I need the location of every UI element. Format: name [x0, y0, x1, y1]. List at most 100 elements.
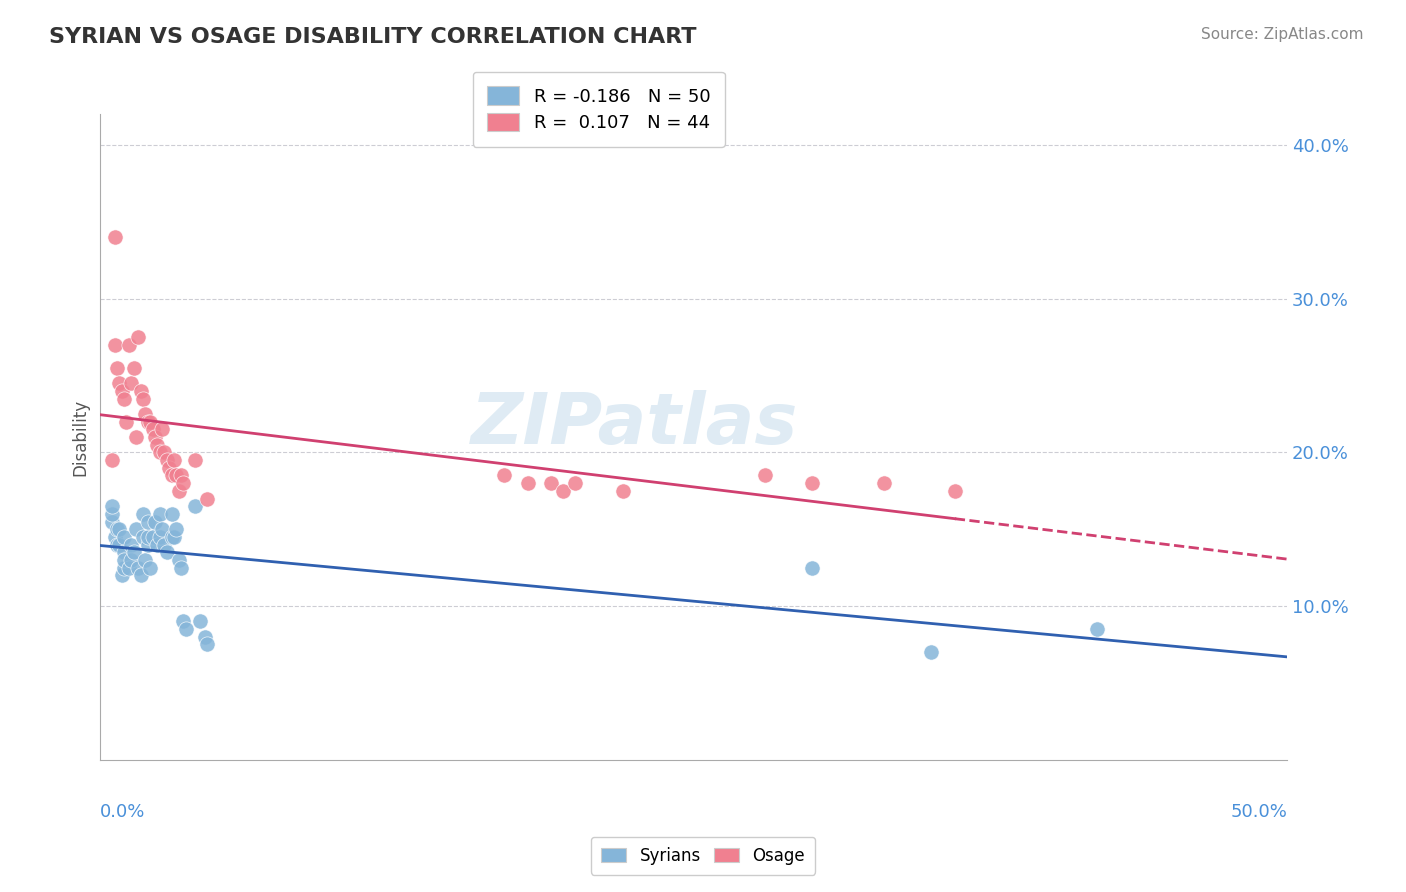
Point: [127, 560, 149, 574]
Point: [492, 468, 515, 483]
Point: [139, 560, 162, 574]
Point: [146, 438, 169, 452]
Point: [129, 568, 152, 582]
Point: [801, 560, 824, 574]
Point: [101, 453, 124, 467]
Point: [149, 507, 172, 521]
Point: [156, 545, 179, 559]
Point: [136, 515, 159, 529]
Point: [136, 538, 159, 552]
Point: [170, 560, 193, 574]
Point: [153, 445, 176, 459]
Point: [167, 553, 190, 567]
Point: [112, 545, 135, 559]
Point: [612, 483, 634, 498]
Point: [157, 460, 180, 475]
Point: [132, 507, 155, 521]
Point: [564, 476, 586, 491]
Point: [801, 476, 824, 491]
Point: [139, 415, 162, 429]
Point: [136, 530, 159, 544]
Point: [104, 230, 127, 244]
Point: [108, 376, 131, 391]
Point: [194, 630, 217, 644]
Point: [149, 445, 172, 459]
Point: [112, 560, 135, 574]
Point: [122, 545, 145, 559]
Point: [754, 468, 776, 483]
Legend: R = -0.186   N = 50, R =  0.107   N = 44: R = -0.186 N = 50, R = 0.107 N = 44: [472, 72, 725, 146]
Text: 0.0%: 0.0%: [100, 803, 146, 821]
Point: [160, 530, 183, 544]
Point: [184, 499, 207, 513]
Point: [165, 522, 187, 536]
Point: [112, 530, 135, 544]
Point: [195, 637, 218, 651]
Point: [101, 499, 124, 513]
Point: [125, 522, 148, 536]
Point: [105, 522, 128, 536]
Text: SYRIAN VS OSAGE DISABILITY CORRELATION CHART: SYRIAN VS OSAGE DISABILITY CORRELATION C…: [49, 27, 697, 46]
Point: [104, 530, 127, 544]
Point: [125, 430, 148, 444]
Point: [163, 453, 186, 467]
Point: [112, 553, 135, 567]
Point: [111, 568, 134, 582]
Point: [540, 476, 562, 491]
Y-axis label: Disability: Disability: [72, 399, 89, 475]
Point: [553, 483, 575, 498]
Point: [165, 468, 187, 483]
Point: [146, 538, 169, 552]
Point: [105, 360, 128, 375]
Point: [120, 376, 142, 391]
Point: [108, 522, 131, 536]
Point: [118, 338, 141, 352]
Point: [153, 538, 176, 552]
Point: [120, 553, 142, 567]
Point: [134, 407, 156, 421]
Point: [195, 491, 218, 506]
Point: [1085, 622, 1108, 636]
Point: [122, 360, 145, 375]
Point: [174, 622, 197, 636]
Point: [118, 560, 141, 574]
Point: [163, 530, 186, 544]
Text: ZIPatlas: ZIPatlas: [471, 390, 799, 458]
Point: [142, 530, 165, 544]
Point: [516, 476, 538, 491]
Point: [129, 384, 152, 398]
Legend: Syrians, Osage: Syrians, Osage: [591, 837, 815, 875]
Point: [188, 615, 211, 629]
Point: [167, 483, 190, 498]
Point: [143, 430, 166, 444]
Point: [172, 615, 194, 629]
Point: [111, 384, 134, 398]
Point: [134, 553, 156, 567]
Point: [943, 483, 966, 498]
Point: [132, 530, 155, 544]
Point: [149, 530, 172, 544]
Point: [143, 515, 166, 529]
Point: [156, 453, 179, 467]
Point: [160, 507, 183, 521]
Point: [105, 538, 128, 552]
Point: [160, 468, 183, 483]
Point: [127, 330, 149, 344]
Point: [150, 522, 173, 536]
Point: [920, 645, 942, 659]
Point: [150, 422, 173, 436]
Point: [104, 338, 127, 352]
Point: [101, 515, 124, 529]
Point: [172, 476, 194, 491]
Point: [108, 538, 131, 552]
Point: [142, 422, 165, 436]
Point: [120, 538, 142, 552]
Point: [872, 476, 894, 491]
Point: [101, 507, 124, 521]
Point: [132, 392, 155, 406]
Text: 50.0%: 50.0%: [1230, 803, 1286, 821]
Point: [112, 392, 135, 406]
Point: [184, 453, 207, 467]
Point: [170, 468, 193, 483]
Point: [136, 415, 159, 429]
